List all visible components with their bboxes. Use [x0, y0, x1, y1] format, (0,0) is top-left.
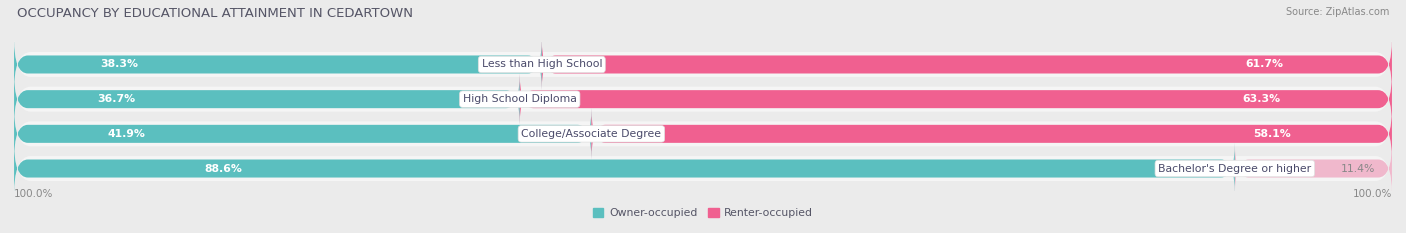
FancyBboxPatch shape — [541, 39, 1392, 90]
Text: 100.0%: 100.0% — [14, 189, 53, 199]
Text: 88.6%: 88.6% — [204, 164, 242, 174]
Text: 41.9%: 41.9% — [107, 129, 145, 139]
FancyBboxPatch shape — [520, 73, 1392, 125]
FancyBboxPatch shape — [14, 139, 1392, 198]
FancyBboxPatch shape — [14, 39, 541, 90]
FancyBboxPatch shape — [1234, 143, 1392, 194]
Text: 63.3%: 63.3% — [1241, 94, 1281, 104]
FancyBboxPatch shape — [14, 105, 1392, 163]
FancyBboxPatch shape — [14, 143, 1234, 194]
Text: 11.4%: 11.4% — [1341, 164, 1375, 174]
Text: 58.1%: 58.1% — [1253, 129, 1291, 139]
Text: High School Diploma: High School Diploma — [463, 94, 576, 104]
Legend: Owner-occupied, Renter-occupied: Owner-occupied, Renter-occupied — [593, 208, 813, 219]
Text: Bachelor's Degree or higher: Bachelor's Degree or higher — [1159, 164, 1312, 174]
Text: Source: ZipAtlas.com: Source: ZipAtlas.com — [1285, 7, 1389, 17]
Text: OCCUPANCY BY EDUCATIONAL ATTAINMENT IN CEDARTOWN: OCCUPANCY BY EDUCATIONAL ATTAINMENT IN C… — [17, 7, 413, 20]
Text: Less than High School: Less than High School — [481, 59, 602, 69]
Text: College/Associate Degree: College/Associate Degree — [522, 129, 661, 139]
Text: 36.7%: 36.7% — [97, 94, 135, 104]
FancyBboxPatch shape — [14, 70, 1392, 128]
Text: 38.3%: 38.3% — [100, 59, 138, 69]
FancyBboxPatch shape — [14, 73, 520, 125]
FancyBboxPatch shape — [14, 108, 592, 160]
FancyBboxPatch shape — [14, 35, 1392, 94]
FancyBboxPatch shape — [592, 108, 1392, 160]
Text: 61.7%: 61.7% — [1246, 59, 1284, 69]
Text: 100.0%: 100.0% — [1353, 189, 1392, 199]
